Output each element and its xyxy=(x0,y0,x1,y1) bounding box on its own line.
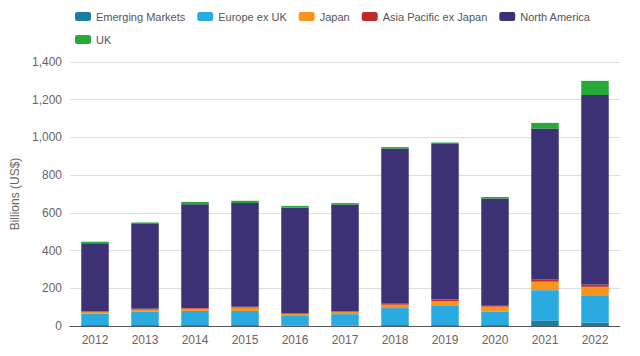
svg-text:UK: UK xyxy=(96,34,112,46)
svg-text:2021: 2021 xyxy=(532,333,559,347)
svg-text:2018: 2018 xyxy=(382,333,409,347)
svg-text:2014: 2014 xyxy=(182,333,209,347)
svg-text:2017: 2017 xyxy=(332,333,359,347)
svg-text:2020: 2020 xyxy=(482,333,509,347)
svg-text:Japan: Japan xyxy=(320,11,350,23)
svg-text:North America: North America xyxy=(520,11,591,23)
svg-text:2022: 2022 xyxy=(582,333,609,347)
svg-text:2019: 2019 xyxy=(432,333,459,347)
svg-text:800: 800 xyxy=(42,168,62,182)
svg-text:600: 600 xyxy=(42,206,62,220)
svg-text:1,200: 1,200 xyxy=(32,93,62,107)
svg-text:Emerging Markets: Emerging Markets xyxy=(96,11,186,23)
svg-text:2012: 2012 xyxy=(82,333,109,347)
svg-text:0: 0 xyxy=(55,319,62,333)
svg-text:1,400: 1,400 xyxy=(32,55,62,69)
svg-text:Asia Pacific ex Japan: Asia Pacific ex Japan xyxy=(383,11,488,23)
svg-text:200: 200 xyxy=(42,281,62,295)
svg-text:400: 400 xyxy=(42,244,62,258)
svg-text:Billions (US$): Billions (US$) xyxy=(8,158,22,231)
svg-text:1,000: 1,000 xyxy=(32,130,62,144)
svg-text:2013: 2013 xyxy=(132,333,159,347)
svg-text:2016: 2016 xyxy=(282,333,309,347)
svg-text:2015: 2015 xyxy=(232,333,259,347)
svg-text:Europe ex UK: Europe ex UK xyxy=(218,11,287,23)
